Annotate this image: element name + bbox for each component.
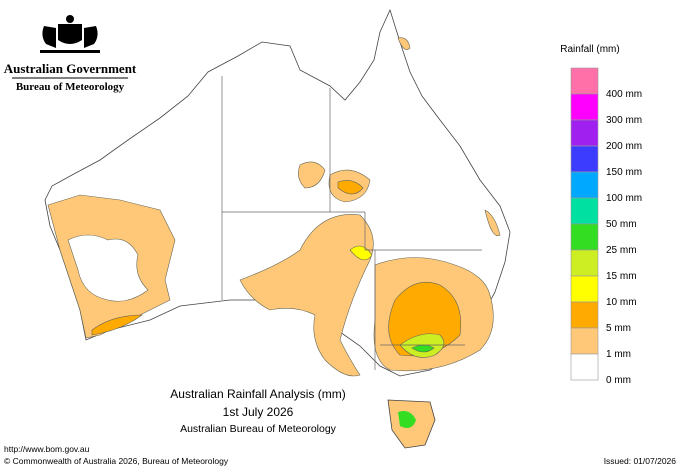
url[interactable]: http://www.bom.gov.au	[4, 444, 90, 454]
bureau-name: Bureau of Meteorology	[16, 81, 125, 93]
legend-label: 1 mm	[606, 349, 631, 360]
legend-title: Rainfall (mm)	[560, 44, 619, 55]
legend-label: 25 mm	[606, 245, 637, 256]
tasmania-rain	[398, 411, 416, 428]
legend-swatch	[570, 301, 599, 329]
map-date: 1st July 2026	[223, 405, 294, 419]
legend-label: 50 mm	[606, 219, 637, 230]
copyright: © Commonwealth of Australia 2026, Bureau…	[4, 456, 229, 466]
legend-swatch	[570, 249, 599, 277]
map	[44, 8, 511, 449]
map-title: Australian Rainfall Analysis (mm)	[170, 387, 345, 401]
legend-label: 400 mm	[606, 89, 642, 100]
government-name: Australian Government	[4, 61, 137, 76]
legend-label: 10 mm	[606, 297, 637, 308]
legend-label: 200 mm	[606, 141, 642, 152]
legend-swatch	[570, 171, 599, 199]
legend-swatch	[570, 67, 599, 95]
state-borders	[221, 76, 482, 370]
legend-label: 100 mm	[606, 193, 642, 204]
legend-swatch	[570, 119, 599, 147]
legend-swatch	[570, 223, 599, 251]
legend-swatch	[570, 197, 599, 225]
legend-swatch	[570, 145, 599, 173]
legend-label: 300 mm	[606, 115, 642, 126]
legend-swatch	[570, 353, 599, 381]
legend-swatch	[570, 93, 599, 121]
issued-date: Issued: 01/07/2026	[604, 456, 677, 466]
legend: 400 mm 300 mm 200 mm 150 mm 100 mm 50 mm 25 mm…	[570, 67, 642, 386]
legend-swatch	[570, 327, 599, 355]
rainfall-areas	[47, 37, 501, 377]
legend-label: 5 mm	[606, 323, 631, 334]
legend-swatch	[570, 275, 599, 303]
map-source: Australian Bureau of Meteorology	[180, 423, 337, 435]
coat-of-arms	[40, 15, 100, 53]
legend-label: 0 mm	[606, 375, 631, 386]
legend-label: 15 mm	[606, 271, 637, 282]
legend-label: 150 mm	[606, 167, 642, 178]
